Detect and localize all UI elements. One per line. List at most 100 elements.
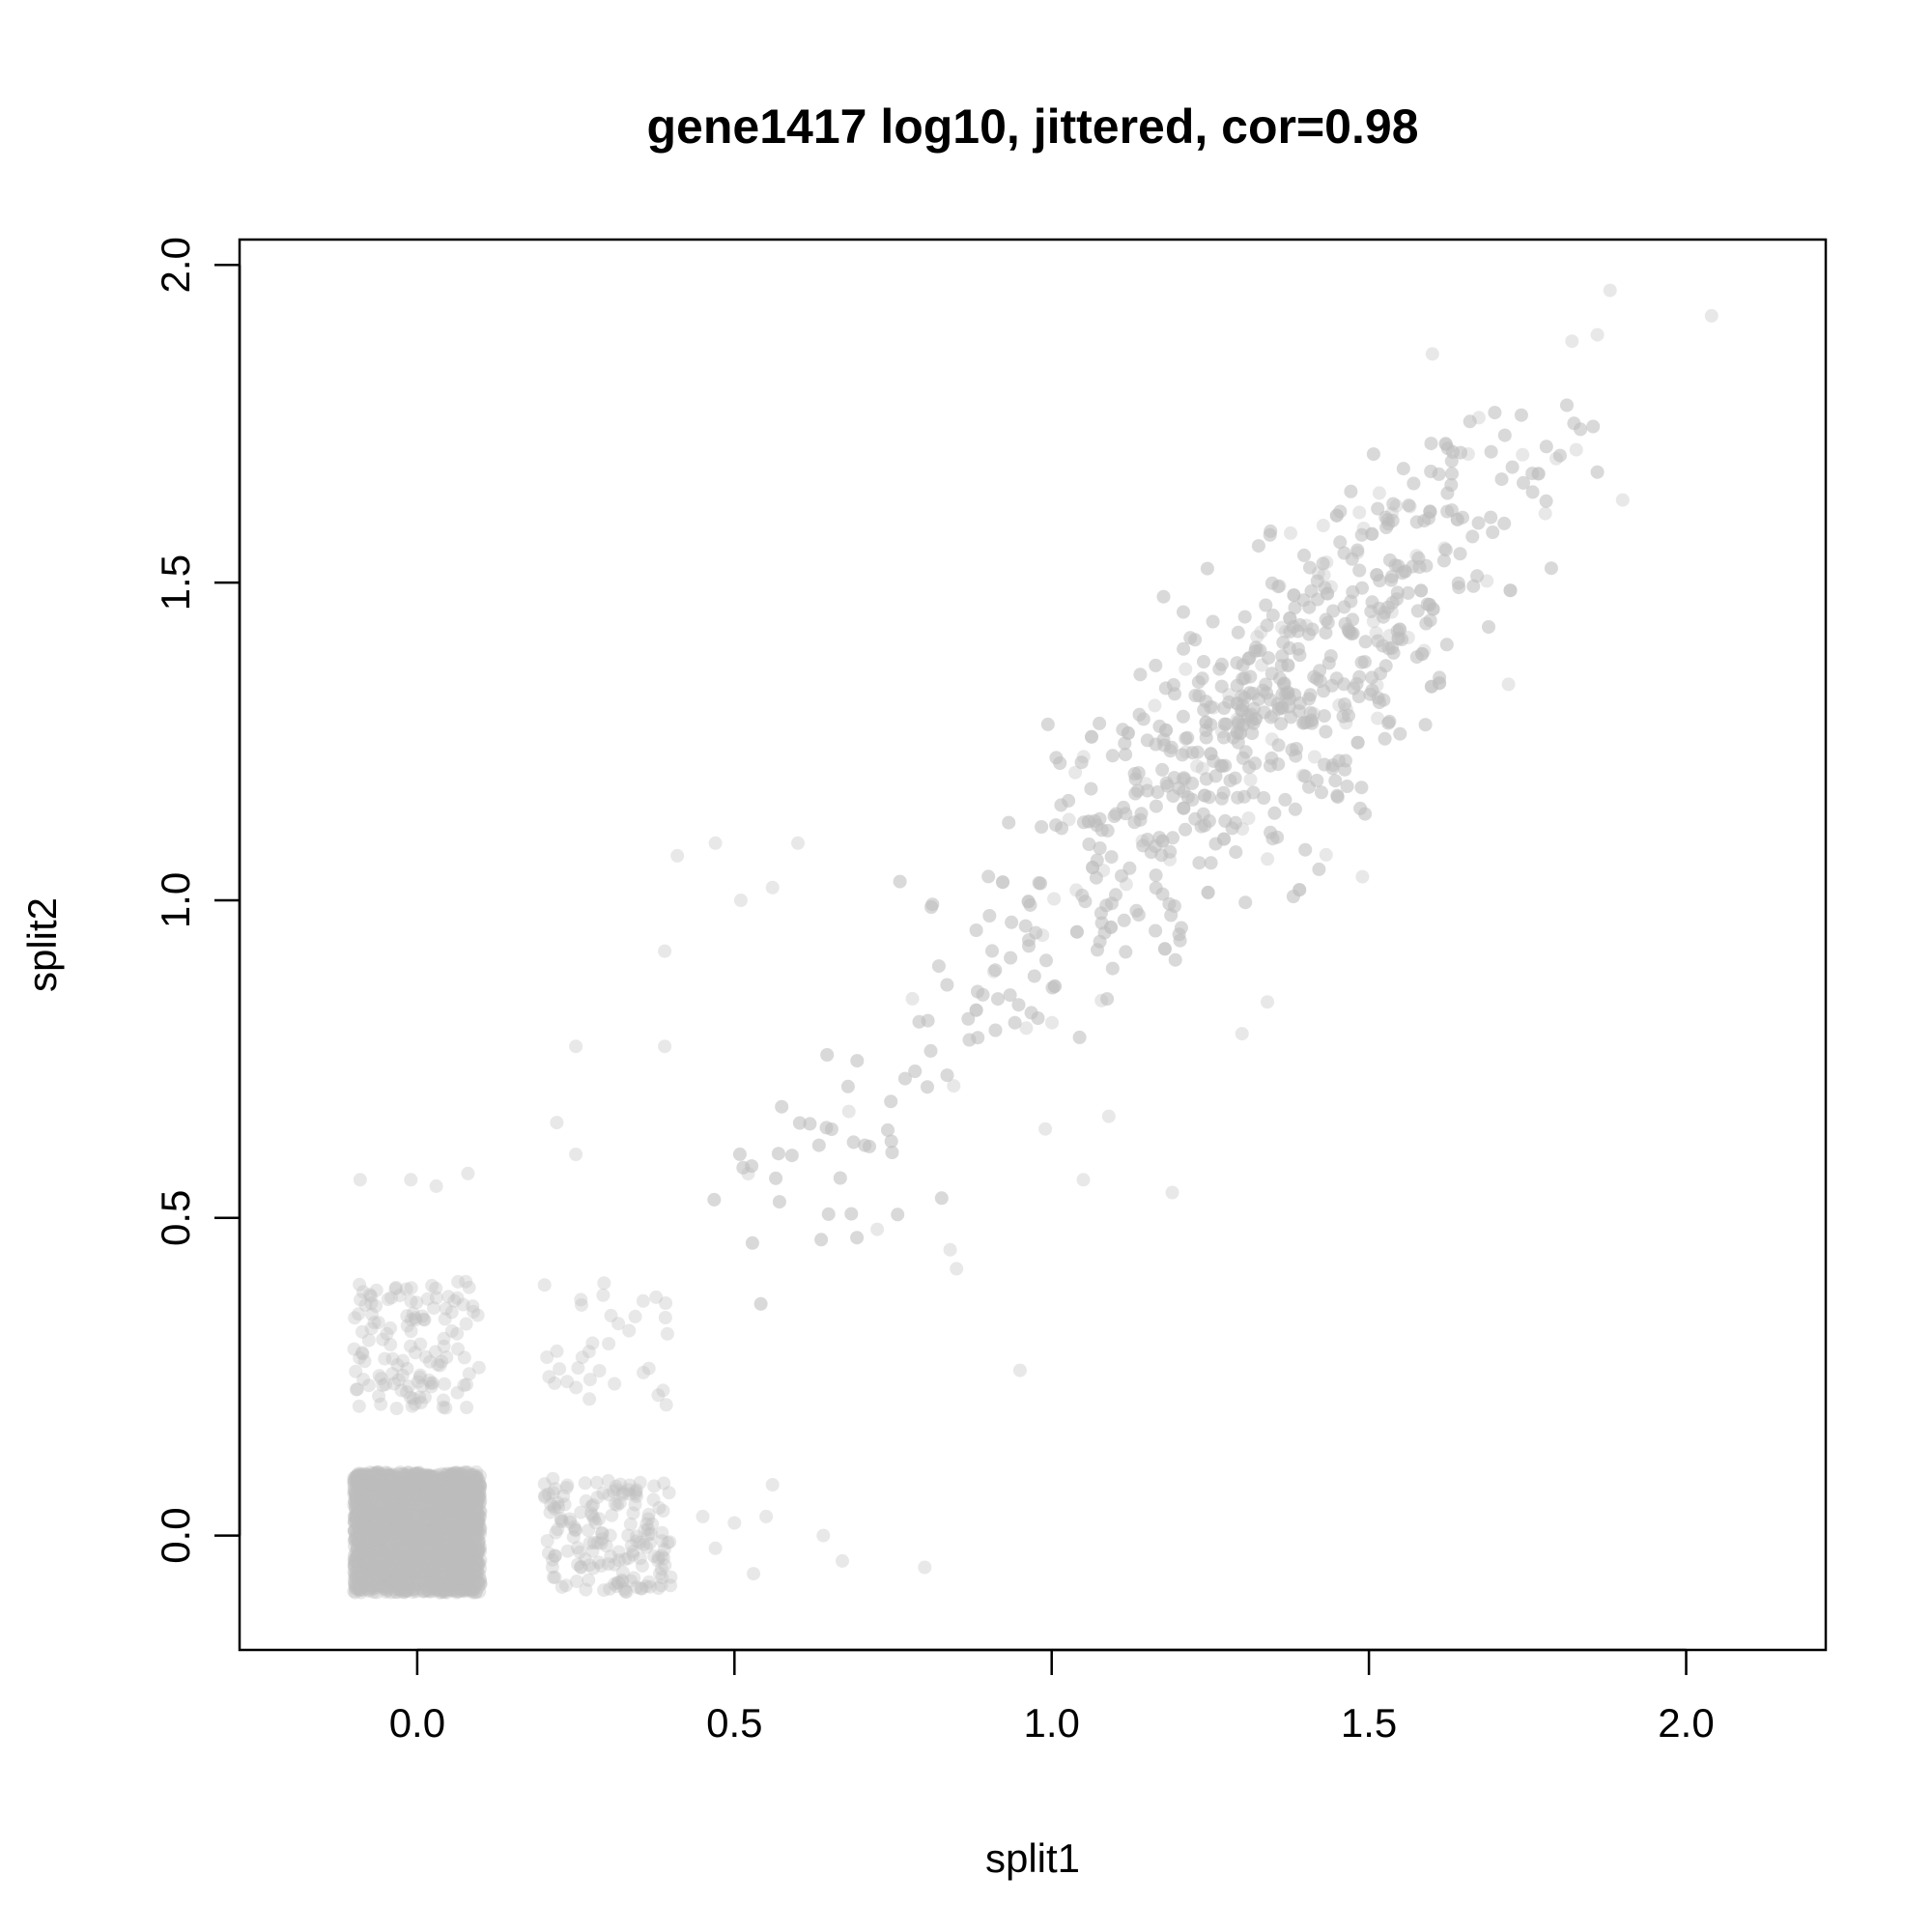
data-point xyxy=(400,1484,414,1498)
data-point xyxy=(1445,444,1460,459)
data-point xyxy=(1264,576,1279,590)
data-point xyxy=(1148,698,1162,713)
data-point xyxy=(369,1572,384,1586)
data-point xyxy=(427,1570,441,1584)
data-point xyxy=(1465,529,1480,544)
data-point xyxy=(438,1584,452,1599)
data-point xyxy=(424,1531,439,1546)
data-point xyxy=(353,1468,367,1483)
data-point xyxy=(1119,748,1133,762)
data-point xyxy=(365,1517,380,1531)
data-point xyxy=(421,1473,436,1487)
data-point xyxy=(375,1509,389,1523)
data-point xyxy=(407,1468,421,1483)
data-point xyxy=(417,1552,432,1567)
data-point xyxy=(361,1564,376,1578)
data-point xyxy=(416,1470,431,1485)
data-point xyxy=(348,1567,362,1581)
data-point xyxy=(824,1122,838,1136)
data-point xyxy=(404,1473,418,1488)
data-point xyxy=(373,1526,387,1541)
data-point xyxy=(439,1548,453,1563)
data-point xyxy=(372,1545,386,1559)
data-point xyxy=(375,1474,389,1489)
data-point xyxy=(775,1099,789,1114)
data-point xyxy=(352,1472,366,1487)
data-point xyxy=(1104,920,1118,934)
data-point xyxy=(1154,848,1169,863)
data-point xyxy=(437,1569,451,1583)
data-point xyxy=(399,1478,413,1492)
data-point xyxy=(1159,776,1174,790)
data-point xyxy=(376,1571,390,1585)
data-point xyxy=(402,1480,416,1494)
data-point xyxy=(350,1549,364,1564)
data-point xyxy=(440,1555,453,1570)
data-point xyxy=(392,1582,407,1597)
data-point xyxy=(423,1479,438,1493)
data-point xyxy=(1094,906,1108,921)
data-point xyxy=(394,1500,408,1515)
data-point xyxy=(596,1288,611,1302)
data-point xyxy=(1216,730,1231,745)
data-point xyxy=(1303,560,1317,575)
data-point xyxy=(537,1278,552,1293)
data-point xyxy=(418,1489,433,1503)
data-point xyxy=(469,1471,483,1486)
data-point xyxy=(349,1502,362,1517)
data-point xyxy=(422,1492,437,1507)
data-point xyxy=(417,1529,431,1544)
data-point xyxy=(416,1481,431,1495)
data-point xyxy=(405,1557,418,1572)
data-point xyxy=(353,1277,367,1292)
y-tick-label: 0.0 xyxy=(153,1507,198,1563)
data-point xyxy=(1386,497,1401,511)
data-point xyxy=(429,1526,443,1541)
data-point xyxy=(347,1574,361,1587)
data-point xyxy=(458,1486,472,1500)
data-point xyxy=(406,1570,420,1584)
x-axis-label: split1 xyxy=(985,1835,1080,1881)
data-point xyxy=(467,1477,481,1492)
data-point xyxy=(440,1556,454,1571)
data-point xyxy=(415,1501,430,1516)
data-point xyxy=(1216,785,1231,800)
data-point xyxy=(348,1577,362,1592)
data-point xyxy=(438,1377,452,1391)
data-point xyxy=(410,1556,424,1571)
data-point xyxy=(384,1476,397,1491)
data-point xyxy=(473,1540,488,1554)
data-point xyxy=(432,1571,446,1585)
data-point xyxy=(444,1305,459,1320)
data-point xyxy=(410,1485,424,1498)
data-point xyxy=(372,1489,386,1503)
data-point xyxy=(429,1520,443,1535)
data-point xyxy=(429,1579,443,1594)
data-point xyxy=(374,1510,388,1524)
data-point xyxy=(399,1584,413,1599)
data-point xyxy=(349,1510,363,1524)
data-point xyxy=(1140,733,1154,748)
data-point xyxy=(446,1519,461,1533)
data-point xyxy=(471,1489,486,1503)
data-point xyxy=(404,1549,418,1564)
data-point xyxy=(408,1569,421,1583)
data-point xyxy=(456,1540,470,1554)
data-point xyxy=(550,1344,564,1358)
data-point xyxy=(416,1487,431,1501)
data-point xyxy=(441,1582,456,1597)
data-point xyxy=(422,1563,437,1577)
data-point xyxy=(1503,583,1518,598)
data-point xyxy=(1197,703,1211,717)
data-point xyxy=(381,1509,395,1523)
data-point xyxy=(1463,414,1477,429)
data-point xyxy=(1354,781,1369,795)
data-point xyxy=(1425,347,1439,361)
data-point xyxy=(1179,822,1192,837)
data-point xyxy=(628,1309,642,1323)
data-point xyxy=(389,1280,403,1294)
data-point xyxy=(383,1505,397,1520)
data-point xyxy=(458,1584,472,1599)
data-point xyxy=(355,1555,369,1570)
data-point xyxy=(409,1562,423,1577)
